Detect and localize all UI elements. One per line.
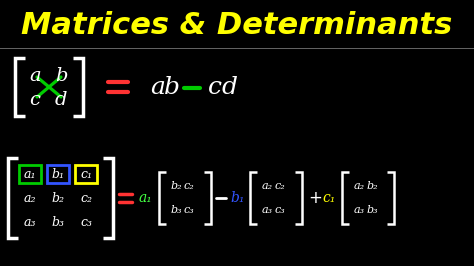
Text: c₂: c₂ xyxy=(274,181,285,191)
Text: a: a xyxy=(150,77,165,99)
Text: c: c xyxy=(208,77,222,99)
Text: c₁: c₁ xyxy=(80,168,92,181)
Text: b₃: b₃ xyxy=(366,205,378,215)
Text: a₃: a₃ xyxy=(262,205,273,215)
Text: a₃: a₃ xyxy=(354,205,365,215)
Text: b₁: b₁ xyxy=(230,191,245,205)
Text: a₁: a₁ xyxy=(24,168,36,181)
Text: a₂: a₂ xyxy=(354,181,365,191)
Text: d: d xyxy=(222,77,238,99)
Text: c₃: c₃ xyxy=(183,205,194,215)
Text: a₂: a₂ xyxy=(24,192,36,205)
Text: c₂: c₂ xyxy=(80,192,92,205)
Text: a: a xyxy=(29,67,41,85)
Text: b₃: b₃ xyxy=(52,215,64,228)
Text: a₃: a₃ xyxy=(24,215,36,228)
Text: b: b xyxy=(55,67,67,85)
Text: a₁: a₁ xyxy=(139,191,153,205)
Bar xyxy=(47,165,69,183)
Text: +: + xyxy=(308,189,322,207)
Bar xyxy=(75,165,97,183)
Text: b₃: b₃ xyxy=(170,205,182,215)
Text: a₂: a₂ xyxy=(262,181,273,191)
Text: b₂: b₂ xyxy=(170,181,182,191)
Text: b: b xyxy=(164,77,180,99)
Text: d: d xyxy=(55,91,67,109)
Text: c₁: c₁ xyxy=(322,191,336,205)
Text: b₂: b₂ xyxy=(366,181,378,191)
Text: b₁: b₁ xyxy=(52,168,64,181)
Text: b₂: b₂ xyxy=(52,192,64,205)
Text: c₃: c₃ xyxy=(274,205,285,215)
Text: c: c xyxy=(29,91,40,109)
Text: c₃: c₃ xyxy=(80,215,92,228)
Text: Matrices & Determinants: Matrices & Determinants xyxy=(21,11,453,40)
Text: c₂: c₂ xyxy=(183,181,194,191)
Bar xyxy=(19,165,41,183)
